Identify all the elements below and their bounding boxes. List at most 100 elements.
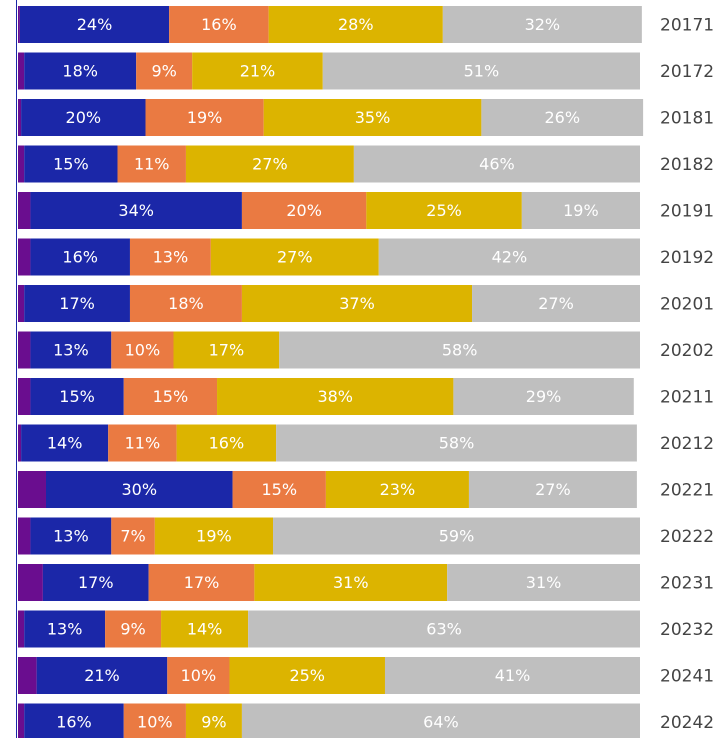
data-label: 46% (479, 155, 515, 174)
bar-segment (378, 238, 640, 276)
bar-segment (105, 610, 162, 648)
bar-segment (30, 238, 130, 276)
data-label: 31% (526, 573, 562, 592)
bar-segment (30, 517, 112, 555)
bar-segment (241, 192, 367, 229)
bar-segment (279, 331, 640, 369)
data-label: 30% (122, 480, 158, 499)
data-label: 29% (526, 387, 562, 406)
bar-segment (169, 6, 269, 43)
category-label: 20211 (660, 388, 714, 408)
bar-segment (167, 657, 230, 694)
data-label: 20% (66, 108, 102, 127)
bar-segment (24, 145, 118, 183)
bar-segment (276, 424, 637, 462)
data-label: 17% (59, 294, 95, 313)
data-label: 26% (544, 108, 580, 127)
bar-segment (148, 564, 255, 601)
data-label: 24% (77, 15, 113, 34)
data-label: 15% (53, 155, 89, 174)
data-label: 58% (442, 341, 478, 360)
bar-segment (24, 52, 137, 90)
bar-segment (18, 703, 25, 738)
bar-segment (185, 145, 354, 183)
data-label: 16% (56, 713, 92, 732)
bar-segment (176, 424, 277, 462)
data-label: 14% (47, 434, 83, 453)
bar-segment (45, 471, 233, 508)
data-label: 28% (338, 15, 374, 34)
category-label: 20221 (660, 481, 714, 501)
bar-segment (173, 331, 280, 369)
data-label: 19% (196, 527, 232, 546)
data-label: 9% (201, 713, 226, 732)
bar-segment (18, 424, 22, 462)
bar-segment (123, 378, 218, 415)
bar-segment (30, 378, 124, 415)
bar-segment (136, 52, 193, 90)
bar-segment (129, 238, 211, 276)
bar-segment (123, 703, 186, 738)
data-label: 34% (118, 201, 154, 220)
bar-segment (24, 285, 130, 322)
data-label: 27% (535, 480, 571, 499)
data-label: 41% (495, 666, 531, 685)
bar-segment (322, 52, 640, 90)
bar-segment (210, 238, 379, 276)
bar-segment (108, 424, 177, 462)
category-label: 20231 (660, 574, 714, 594)
data-label: 38% (317, 387, 353, 406)
data-label: 31% (333, 573, 369, 592)
bar-segment (18, 285, 25, 322)
bar-segment (21, 99, 146, 136)
data-label: 23% (380, 480, 416, 499)
data-label: 15% (59, 387, 95, 406)
data-label: 14% (187, 620, 223, 639)
bar-segment (268, 6, 443, 43)
data-label: 63% (426, 620, 462, 639)
bar-segment (21, 424, 109, 462)
bar-segment (468, 471, 637, 508)
bar-segment (18, 238, 31, 276)
data-label: 27% (252, 155, 288, 174)
bar-segment (129, 285, 242, 322)
bar-segment (18, 6, 20, 43)
bar-segment (18, 192, 31, 229)
data-label: 19% (563, 201, 599, 220)
category-label: 20172 (660, 62, 714, 82)
category-label: 20242 (660, 713, 714, 733)
data-label: 21% (84, 666, 120, 685)
bar-segment (472, 285, 640, 322)
category-label: 20222 (660, 527, 714, 547)
bar-segment (217, 378, 454, 415)
data-label: 18% (62, 62, 98, 81)
data-label: 13% (47, 620, 83, 639)
data-label: 15% (261, 480, 297, 499)
category-label: 20181 (660, 109, 714, 129)
bar-segment (30, 331, 112, 369)
data-label: 10% (181, 666, 217, 685)
bar-segment (481, 99, 644, 136)
data-label: 13% (153, 248, 189, 267)
bar-segment (36, 657, 168, 694)
bar-segment (229, 657, 385, 694)
data-label: 9% (120, 620, 145, 639)
bar-segment (18, 52, 25, 90)
data-label: 16% (62, 248, 98, 267)
category-label: 20192 (660, 248, 714, 268)
bar-segment (18, 610, 25, 648)
bar-segment (111, 517, 155, 555)
data-label: 25% (426, 201, 462, 220)
data-label: 9% (151, 62, 176, 81)
bar-segment (325, 471, 469, 508)
data-label: 27% (277, 248, 313, 267)
bar-segment (273, 517, 640, 555)
data-label: 16% (201, 15, 237, 34)
bar-segment (384, 657, 640, 694)
data-label: 11% (134, 155, 170, 174)
data-label: 13% (53, 527, 89, 546)
bar-segment (232, 471, 326, 508)
bar-segment (18, 331, 31, 369)
data-label: 27% (538, 294, 574, 313)
